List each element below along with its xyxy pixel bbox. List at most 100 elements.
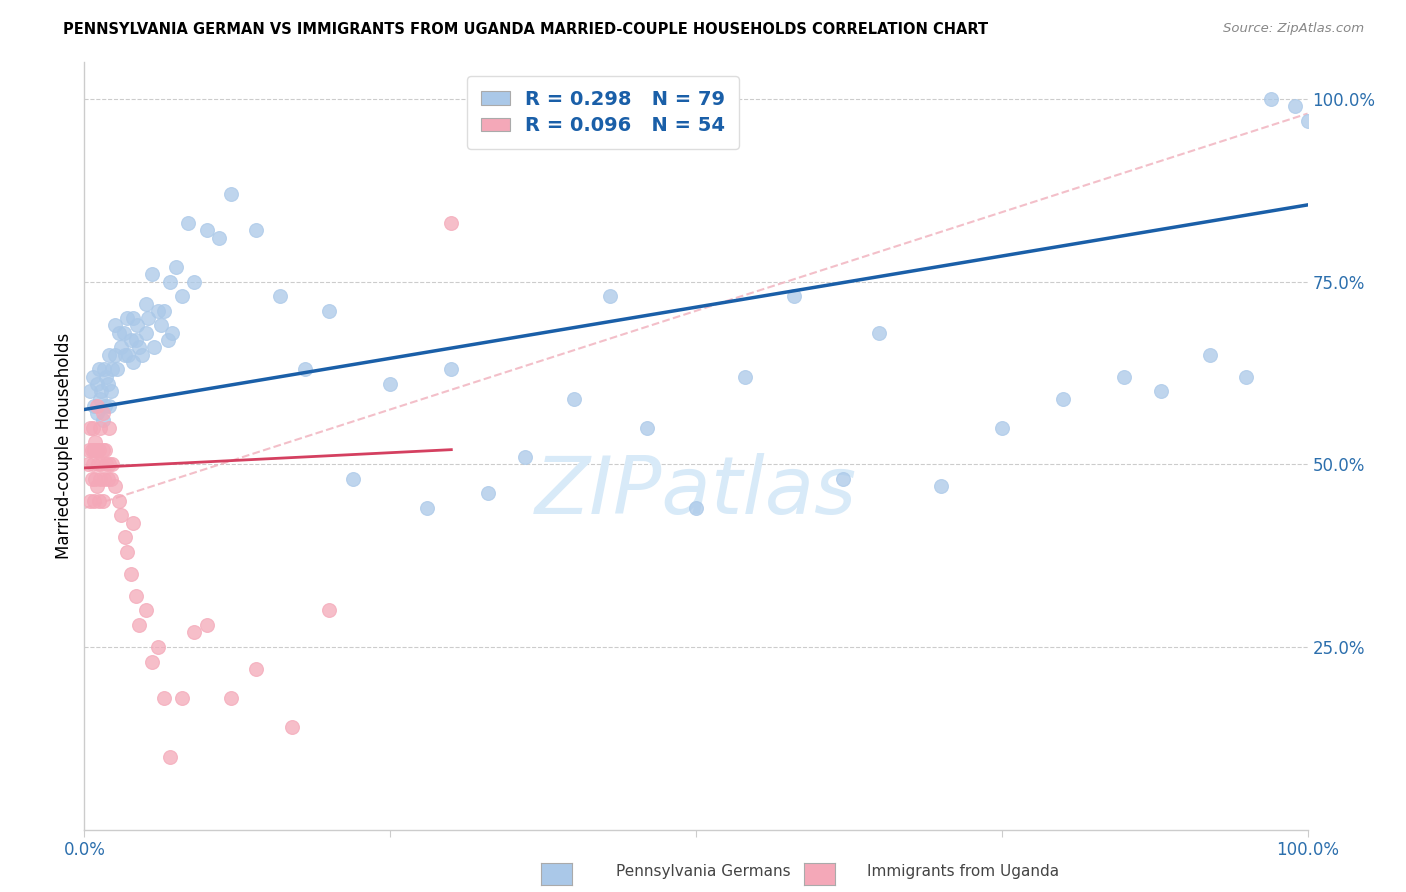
Point bbox=[281, 720, 304, 734]
Point bbox=[159, 275, 181, 289]
Point bbox=[183, 275, 205, 289]
Point bbox=[97, 348, 120, 362]
Point bbox=[929, 479, 952, 493]
Point bbox=[86, 376, 108, 391]
Point bbox=[94, 442, 117, 457]
Point bbox=[195, 618, 218, 632]
Point bbox=[195, 223, 218, 237]
Point bbox=[562, 392, 585, 406]
Text: PENNSYLVANIA GERMAN VS IMMIGRANTS FROM UGANDA MARRIED-COUPLE HOUSEHOLDS CORRELAT: PENNSYLVANIA GERMAN VS IMMIGRANTS FROM U… bbox=[63, 22, 988, 37]
Point bbox=[599, 289, 621, 303]
Point bbox=[115, 311, 138, 326]
Point bbox=[107, 493, 129, 508]
Point bbox=[77, 457, 100, 471]
Point bbox=[79, 493, 101, 508]
Point bbox=[97, 472, 120, 486]
Point bbox=[135, 603, 157, 617]
Point bbox=[342, 472, 364, 486]
Point bbox=[294, 362, 316, 376]
Point bbox=[440, 216, 463, 230]
Point bbox=[153, 691, 176, 706]
Point bbox=[416, 501, 439, 516]
Point bbox=[125, 333, 148, 347]
Point bbox=[1114, 369, 1136, 384]
Point bbox=[110, 340, 132, 354]
Point bbox=[100, 384, 122, 399]
Point bbox=[135, 326, 157, 340]
Point bbox=[141, 268, 163, 282]
Point bbox=[150, 318, 173, 333]
Point bbox=[91, 493, 114, 508]
Point bbox=[89, 472, 111, 486]
Point bbox=[80, 442, 103, 457]
Point bbox=[131, 348, 153, 362]
Point bbox=[90, 384, 112, 399]
Point bbox=[114, 530, 136, 544]
Point bbox=[87, 493, 110, 508]
Point bbox=[183, 625, 205, 640]
Text: ZIPatlas: ZIPatlas bbox=[534, 453, 858, 531]
Point bbox=[96, 457, 118, 471]
Point bbox=[104, 479, 127, 493]
Point bbox=[135, 296, 157, 310]
Point bbox=[86, 399, 108, 413]
Point bbox=[1150, 384, 1173, 399]
Text: Immigrants from Uganda: Immigrants from Uganda bbox=[868, 863, 1059, 879]
Point bbox=[156, 333, 179, 347]
Point bbox=[94, 399, 117, 413]
Point bbox=[636, 421, 658, 435]
Point bbox=[146, 640, 169, 654]
Point bbox=[120, 333, 142, 347]
Point bbox=[177, 216, 200, 230]
Point bbox=[146, 303, 169, 318]
Point bbox=[112, 326, 135, 340]
Point bbox=[86, 479, 108, 493]
Point bbox=[87, 442, 110, 457]
Point bbox=[79, 384, 101, 399]
Point bbox=[869, 326, 891, 340]
Point bbox=[125, 589, 148, 603]
Point bbox=[269, 289, 291, 303]
Point bbox=[83, 493, 105, 508]
Point bbox=[91, 406, 114, 420]
Point bbox=[162, 326, 184, 340]
Point bbox=[208, 231, 231, 245]
Point bbox=[104, 348, 127, 362]
Point bbox=[245, 662, 267, 676]
Point bbox=[831, 472, 853, 486]
Point bbox=[86, 406, 108, 420]
Point bbox=[117, 348, 139, 362]
Point bbox=[91, 442, 114, 457]
Point bbox=[97, 421, 120, 435]
Point bbox=[115, 545, 138, 559]
Legend: R = 0.298   N = 79, R = 0.096   N = 54: R = 0.298 N = 79, R = 0.096 N = 54 bbox=[467, 76, 740, 149]
Point bbox=[89, 392, 111, 406]
Point bbox=[1284, 99, 1306, 113]
Point bbox=[685, 501, 707, 516]
Text: Source: ZipAtlas.com: Source: ZipAtlas.com bbox=[1223, 22, 1364, 36]
Text: Pennsylvania Germans: Pennsylvania Germans bbox=[616, 863, 790, 879]
Point bbox=[83, 399, 105, 413]
Point bbox=[100, 472, 122, 486]
Point bbox=[93, 472, 115, 486]
Point bbox=[143, 340, 166, 354]
Point bbox=[440, 362, 463, 376]
Point bbox=[87, 362, 110, 376]
Y-axis label: Married-couple Households: Married-couple Households bbox=[55, 333, 73, 559]
Point bbox=[105, 362, 128, 376]
Point bbox=[84, 435, 107, 450]
Point bbox=[82, 369, 104, 384]
Point bbox=[91, 413, 114, 427]
Point bbox=[104, 318, 127, 333]
Point bbox=[165, 260, 187, 274]
Point bbox=[97, 399, 120, 413]
Point bbox=[97, 457, 120, 471]
Point bbox=[128, 340, 150, 354]
Point bbox=[159, 749, 181, 764]
Point bbox=[79, 421, 101, 435]
Point bbox=[101, 362, 124, 376]
Point bbox=[97, 376, 120, 391]
Point bbox=[141, 655, 163, 669]
Point bbox=[80, 472, 103, 486]
Point bbox=[1198, 348, 1220, 362]
